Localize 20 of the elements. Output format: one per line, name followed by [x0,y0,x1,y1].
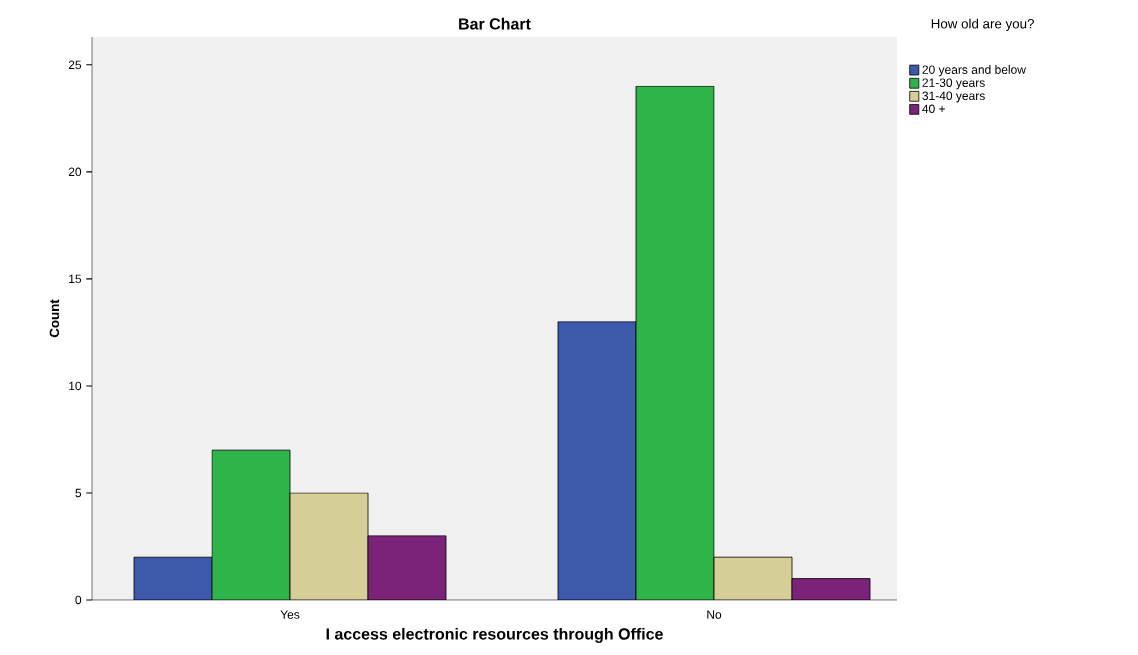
y-tick-label: 20 [68,167,82,177]
legend-label: 21-30 years [922,78,985,90]
y-axis-title: Count [49,299,60,338]
bar [557,321,637,600]
legend-label: 40 + [922,104,945,114]
y-tick-label: 15 [69,274,82,284]
x-axis-title: I access electronic resources through Office [326,627,663,643]
legend-label: 20 years and below [922,65,1026,77]
chart-title: Bar Chart [459,17,531,30]
x-tick-label: Yes [280,610,300,619]
bar [289,492,369,600]
bar [713,556,793,600]
legend-label: 31-40 years [922,91,985,103]
legend-title: How old are you? [931,18,1034,32]
bar [133,556,213,600]
y-tick-label: 10 [69,381,82,391]
y-tick-label: 0 [75,595,82,605]
y-tick-label: 5 [75,488,82,498]
y-tick-label: 25 [68,60,82,70]
x-tick-label: No [707,610,722,619]
